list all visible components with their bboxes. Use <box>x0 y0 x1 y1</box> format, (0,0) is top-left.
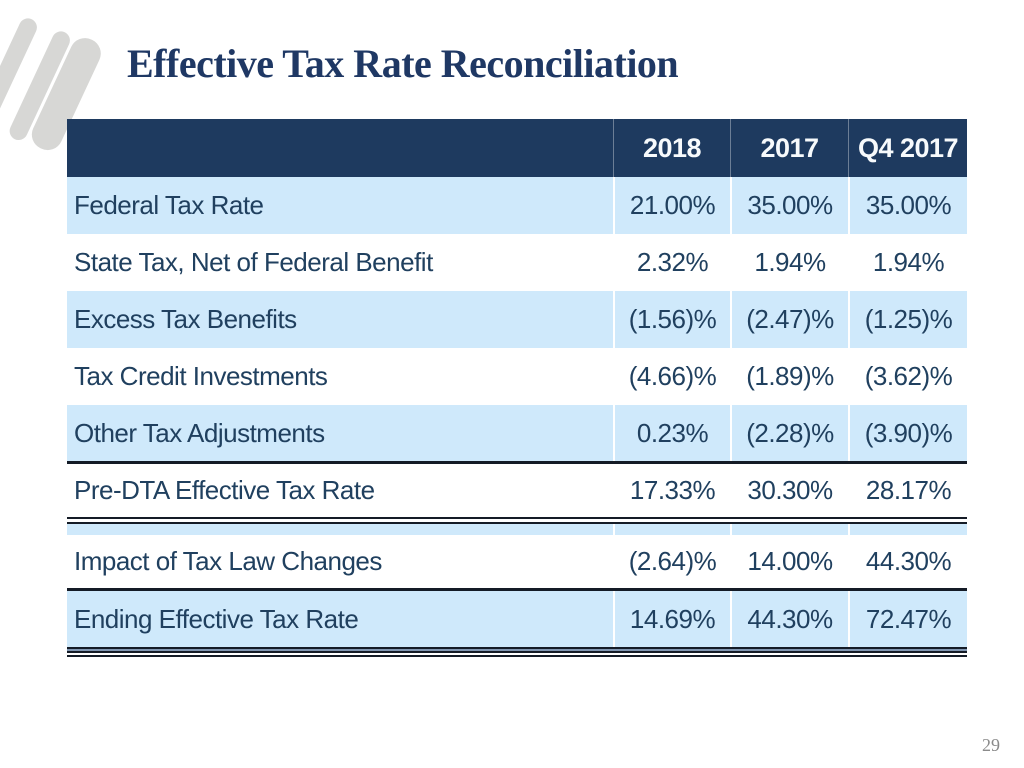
spacer-row <box>67 524 967 535</box>
spacer-cell <box>848 524 967 535</box>
row-value: (2.64)% <box>613 535 730 588</box>
row-value: 72.47% <box>848 591 967 647</box>
page-title: Effective Tax Rate Reconciliation <box>127 41 679 86</box>
header-col-2017: 2017 <box>730 119 848 177</box>
row-label: State Tax, Net of Federal Benefit <box>74 247 433 277</box>
table-row: State Tax, Net of Federal Benefit 2.32% … <box>67 234 967 291</box>
row-label: Pre-DTA Effective Tax Rate <box>74 475 375 505</box>
row-label: Other Tax Adjustments <box>74 417 325 448</box>
table-row: Federal Tax Rate 21.00% 35.00% 35.00% <box>67 177 967 234</box>
single-rule-line <box>67 588 967 591</box>
single-rule-line <box>67 461 967 464</box>
page-number: 29 <box>982 735 1000 755</box>
row-value: 21.00% <box>613 177 730 234</box>
table-row: Other Tax Adjustments 0.23% (2.28)% (3.9… <box>67 405 967 461</box>
double-rule-line <box>67 517 967 524</box>
spacer-cell <box>730 524 848 535</box>
row-value: (1.56)% <box>613 291 730 348</box>
row-label: Tax Credit Investments <box>74 361 328 391</box>
spacer-cell <box>613 524 730 535</box>
row-label: Excess Tax Benefits <box>74 304 297 334</box>
row-value: 14.00% <box>730 535 848 588</box>
table-row-subtotal: Pre-DTA Effective Tax Rate 17.33% 30.30%… <box>67 464 967 517</box>
row-value: (1.25)% <box>848 291 967 348</box>
row-label: Impact of Tax Law Changes <box>74 546 382 576</box>
row-value: 17.33% <box>613 464 730 517</box>
row-value: 28.17% <box>848 464 967 517</box>
thick-double-rule-line <box>67 647 967 657</box>
row-value: 30.30% <box>730 464 848 517</box>
row-value: 0.23% <box>613 405 730 461</box>
spacer-cell <box>67 524 613 535</box>
row-value: (1.89)% <box>730 348 848 405</box>
company-logo <box>0 0 125 158</box>
table-row: Excess Tax Benefits (1.56)% (2.47)% (1.2… <box>67 291 967 348</box>
row-label: Federal Tax Rate <box>74 190 264 220</box>
table-header-row: 2018 2017 Q4 2017 <box>67 119 967 177</box>
row-value: 1.94% <box>730 234 848 291</box>
row-value: 35.00% <box>848 177 967 234</box>
row-value: 14.69% <box>613 591 730 647</box>
row-value: (2.28)% <box>730 405 848 461</box>
row-value: 44.30% <box>848 535 967 588</box>
table-row: Impact of Tax Law Changes (2.64)% 14.00%… <box>67 535 967 588</box>
header-col-q4-2017: Q4 2017 <box>848 119 967 177</box>
row-value: (4.66)% <box>613 348 730 405</box>
tax-rate-table: 2018 2017 Q4 2017 Federal Tax Rate 21.00… <box>67 119 967 657</box>
row-label: Ending Effective Tax Rate <box>74 603 359 634</box>
row-value: 44.30% <box>730 591 848 647</box>
header-corner-cell <box>67 119 613 177</box>
row-value: (3.62)% <box>848 348 967 405</box>
table-row-total: Ending Effective Tax Rate 14.69% 44.30% … <box>67 591 967 647</box>
row-value: 2.32% <box>613 234 730 291</box>
row-value: 1.94% <box>848 234 967 291</box>
row-value: (3.90)% <box>848 405 967 461</box>
table-row: Tax Credit Investments (4.66)% (1.89)% (… <box>67 348 967 405</box>
diagonal-stripes-icon <box>0 18 101 151</box>
row-value: (2.47)% <box>730 291 848 348</box>
header-col-2018: 2018 <box>613 119 730 177</box>
row-value: 35.00% <box>730 177 848 234</box>
